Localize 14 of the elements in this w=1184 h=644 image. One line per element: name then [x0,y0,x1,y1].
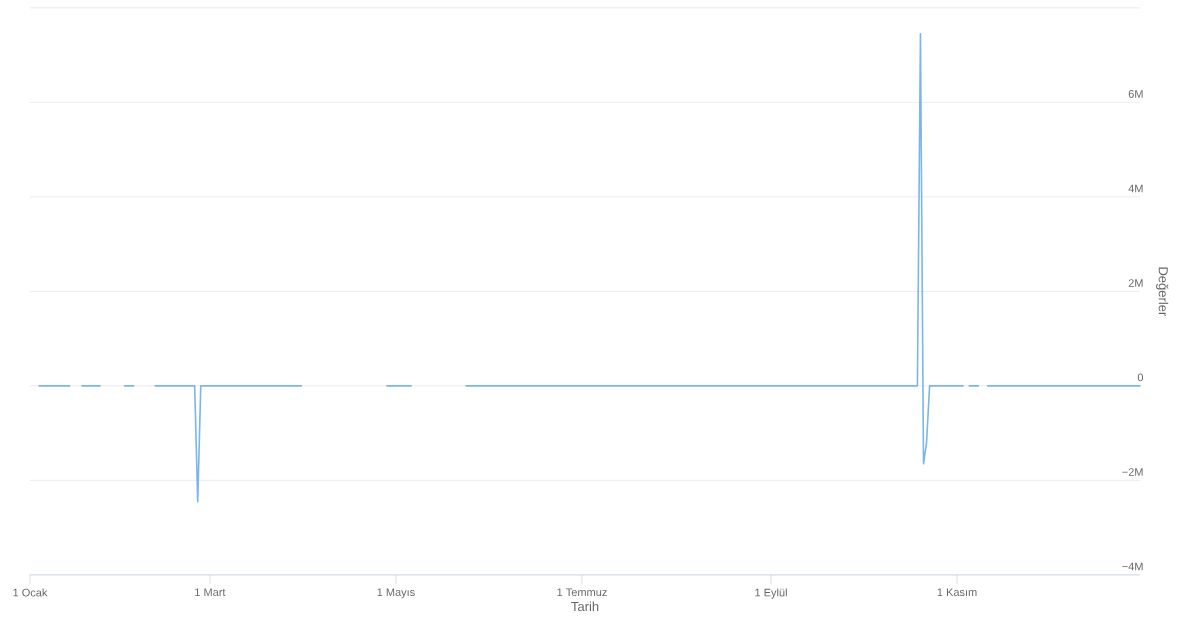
x-tick-label: 1 Kasım [937,588,977,597]
y-tick-label: 2M [1128,279,1143,287]
y-tick-label: 0 [1137,373,1144,382]
y-axis-title: Değerler [1156,267,1169,317]
x-tick-label: 1 Mayıs [377,588,415,599]
y-tick-label: 6M [1128,90,1143,98]
x-axis-title: Tarih [571,601,599,612]
x-tick-label: 1 Ocak [13,588,48,597]
y-tick-label: 4M [1128,184,1143,193]
x-tick-label: 1 Mart [195,588,226,597]
y-tick-label: −2M [1122,468,1143,476]
y-tick-label: −4M [1122,562,1143,571]
x-tick-label: 1 Temmuz [557,588,607,597]
x-tick-label: 1 Eylül [755,588,787,599]
